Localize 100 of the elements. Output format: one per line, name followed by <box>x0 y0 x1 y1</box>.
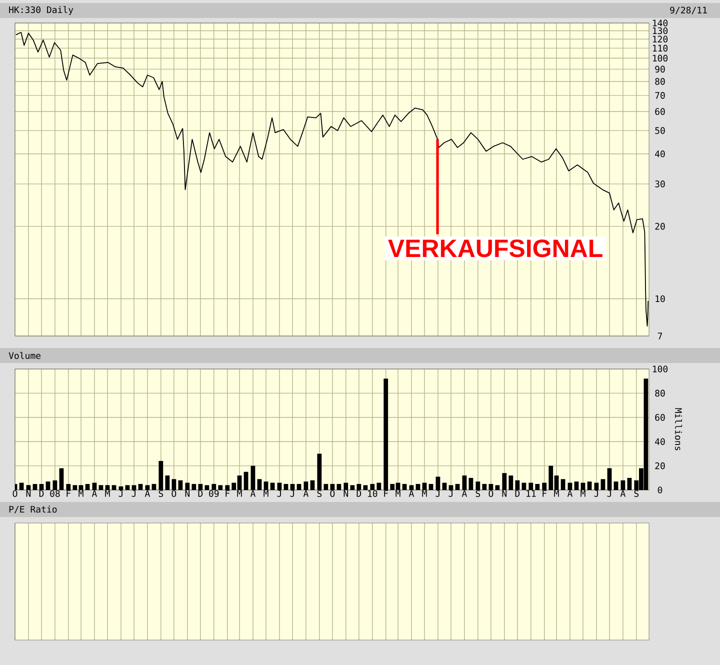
bar <box>468 478 474 490</box>
bar <box>560 479 566 490</box>
bar <box>178 480 183 490</box>
x-tick-label: M <box>396 490 400 497</box>
bar <box>363 485 368 490</box>
bar <box>78 485 84 490</box>
x-tick-label: O <box>12 490 18 498</box>
x-tick-label: S <box>476 490 480 498</box>
bar <box>409 485 414 490</box>
x-tick-label: A <box>250 490 256 497</box>
x-tick-label: S <box>317 490 322 498</box>
bar <box>594 482 599 490</box>
x-tick-label: M <box>105 490 110 497</box>
bar <box>495 485 500 490</box>
bar <box>350 485 355 490</box>
x-tick-label: A <box>144 490 150 497</box>
x-tick-label: D <box>515 490 520 497</box>
bar <box>344 482 348 490</box>
x-tick-label: A <box>92 490 98 497</box>
bar <box>32 484 38 490</box>
x-tick-label: M <box>264 490 268 497</box>
chart-title: Volume <box>8 352 41 360</box>
bar <box>528 482 534 490</box>
x-tick-label: N <box>26 490 31 497</box>
chart-title: P/E Ratio <box>9 506 57 514</box>
x-tick-label: N <box>185 490 190 497</box>
y-tick-label: 50 <box>655 127 665 134</box>
bar <box>145 485 150 490</box>
bar <box>336 484 342 490</box>
bar <box>198 484 203 490</box>
x-tick-label: D <box>198 490 203 497</box>
bar <box>580 482 586 490</box>
bar <box>72 485 78 490</box>
x-tick-label: O <box>330 490 335 498</box>
y-tick-label: 140 <box>652 20 668 26</box>
bar <box>39 484 44 490</box>
bar <box>502 473 507 490</box>
y-tick-label: 30 <box>655 180 665 188</box>
bar <box>270 482 275 490</box>
bar <box>59 468 64 490</box>
chart-title: HK:330 Daily <box>9 6 74 15</box>
bar <box>105 485 110 490</box>
bar <box>422 482 427 490</box>
bar <box>172 479 176 490</box>
bar <box>192 484 196 490</box>
bar <box>384 378 388 490</box>
bar <box>448 485 454 490</box>
bar <box>296 484 302 490</box>
text: 9/28/11 <box>670 6 707 14</box>
x-tick-label: F <box>66 490 71 497</box>
bar <box>482 484 487 490</box>
y-tick-label: 110 <box>652 44 668 52</box>
x-tick-label: M <box>237 490 242 497</box>
bar <box>542 482 547 490</box>
x-tick-label: A <box>620 490 626 497</box>
x-tick-label: D <box>39 490 44 497</box>
bar <box>158 460 164 490</box>
bar <box>26 485 31 490</box>
bar <box>508 475 514 490</box>
x-tick-label: F <box>226 490 230 497</box>
x-tick-label: J <box>277 490 281 497</box>
x-tick-label: M <box>78 490 84 497</box>
bar <box>476 482 480 490</box>
bar <box>218 485 223 490</box>
y-tick-label: 10 <box>656 295 665 302</box>
bar <box>304 482 308 490</box>
x-tick-label: J <box>607 490 611 497</box>
x-tick-label: J <box>436 490 440 497</box>
bar <box>607 468 612 490</box>
bar <box>522 482 526 490</box>
x-tick-label: J <box>448 490 452 497</box>
bar <box>330 484 335 490</box>
bar <box>46 482 50 490</box>
bar <box>138 484 143 490</box>
x-tick-label: 10 <box>368 490 378 498</box>
bar <box>225 485 230 490</box>
y-tick-label: 20 <box>655 462 665 470</box>
bar <box>152 484 156 490</box>
x-tick-label: S <box>634 490 639 498</box>
bar <box>19 482 24 490</box>
bar <box>125 485 130 490</box>
bar <box>132 485 136 490</box>
bar <box>535 484 540 490</box>
bar <box>244 472 248 490</box>
y-tick-label: 130 <box>652 27 668 34</box>
bar <box>66 484 71 490</box>
bar <box>428 484 434 490</box>
x-tick-label: J <box>290 490 294 497</box>
bar <box>455 484 460 490</box>
y-tick-label: 60 <box>655 108 665 115</box>
y-axis-title: Millions <box>675 408 682 450</box>
x-tick-label: J <box>594 490 598 497</box>
x-tick-label: M <box>422 490 427 497</box>
x-tick-label: N <box>344 490 348 497</box>
x-tick-label: O <box>172 490 176 498</box>
bar <box>515 480 520 490</box>
bar <box>442 482 447 490</box>
x-tick-label: M <box>554 490 559 497</box>
x-tick-label: O <box>488 490 494 498</box>
x-tick-label: F <box>542 490 547 497</box>
